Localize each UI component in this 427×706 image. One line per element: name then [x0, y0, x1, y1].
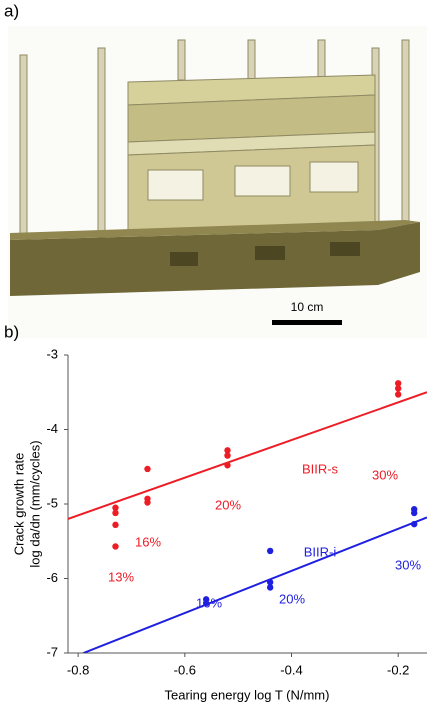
y-tick-label: -6 [46, 570, 58, 585]
data-point [395, 385, 401, 391]
annotation: 20% [279, 591, 305, 606]
y-axis-label: Crack growth rate [11, 453, 26, 556]
data-point [144, 466, 150, 472]
x-tick-label: -0.4 [280, 662, 302, 677]
y-tick-label: -5 [46, 495, 58, 510]
x-tick-label: -0.2 [387, 662, 409, 677]
annotation: 30% [395, 557, 421, 572]
data-point [411, 510, 417, 516]
data-point [112, 543, 118, 549]
panel-label: a) [4, 1, 19, 20]
data-point [411, 521, 417, 527]
annotation: 16% [196, 595, 222, 610]
annotation: 13% [108, 569, 134, 584]
panel-label: b) [4, 322, 19, 341]
series-label: BIIR-s [302, 461, 339, 476]
data-point [267, 584, 273, 590]
apparatus-image: 10 cm [8, 26, 427, 338]
y-tick-label: -3 [46, 346, 58, 361]
figure: a) 10 cm b) -3 -4 -5 -6 -7 -0.8 -0.6 -0.4 -0.2 Te… [0, 0, 427, 706]
annotation: 30% [372, 467, 398, 482]
data-point [395, 391, 401, 397]
annotation: 16% [135, 534, 161, 549]
fit-line [68, 392, 427, 519]
data-point [144, 499, 150, 505]
data-point [112, 510, 118, 516]
annotation: 20% [215, 497, 241, 512]
x-axis-label: Tearing energy log T (N/mm) [165, 687, 330, 702]
x-tick-label: -0.6 [174, 662, 196, 677]
data-point [224, 452, 230, 458]
data-point [112, 522, 118, 528]
scale-bar-label: 10 cm [291, 300, 324, 314]
y-tick-label: -4 [46, 421, 58, 436]
series-label: BIIR-i [304, 544, 337, 559]
data-point [267, 548, 273, 554]
x-tick-label: -0.8 [67, 662, 89, 677]
data-point [224, 462, 230, 468]
y-axis-label: log da/dn (mm/cycles) [27, 440, 42, 567]
y-tick-label: -7 [46, 644, 58, 659]
